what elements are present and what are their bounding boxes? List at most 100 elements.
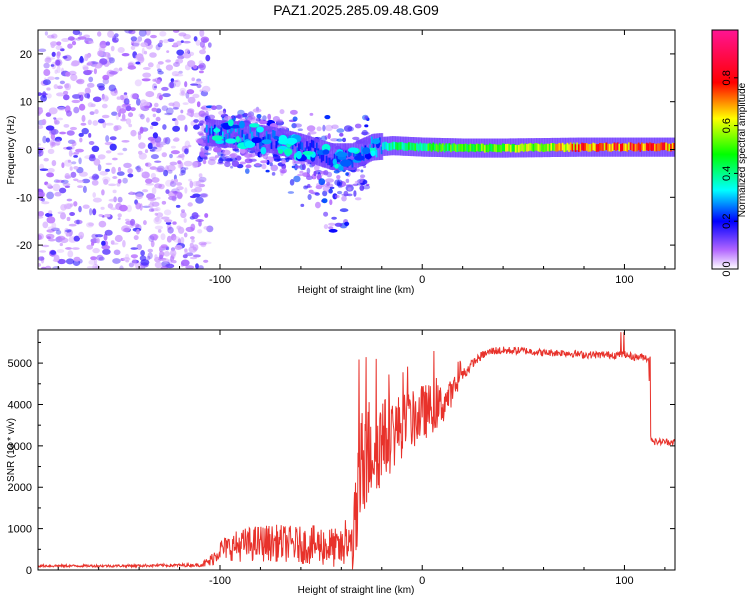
heatmap-cell <box>97 31 102 37</box>
heatmap-cell <box>307 146 311 154</box>
heatmap-cell <box>116 171 125 176</box>
heatmap-cell <box>307 194 312 200</box>
heatmap-cell <box>327 189 333 194</box>
heatmap-cell <box>41 244 50 248</box>
heatmap-cell <box>211 135 223 142</box>
heatmap-cell <box>140 113 145 120</box>
heatmap-cell <box>148 203 154 209</box>
heatmap-cell <box>493 144 497 152</box>
heatmap-cell <box>331 216 337 220</box>
heatmap-cell <box>345 172 349 176</box>
heatmap-cell <box>297 173 303 177</box>
heatmap-cell <box>256 126 264 133</box>
heatmap-cell <box>374 133 377 161</box>
heatmap-cell <box>142 72 152 78</box>
heatmap-cell <box>41 201 50 205</box>
heatmap-cell <box>524 143 528 151</box>
heatmap-cell <box>147 197 157 201</box>
heatmap-cell <box>73 201 78 207</box>
heatmap-cell <box>65 229 72 233</box>
heatmap-cell <box>64 175 72 179</box>
heatmap-cell <box>240 148 246 154</box>
heatmap-cell <box>249 125 253 134</box>
heatmap-cell <box>303 185 309 190</box>
heatmap-cell <box>260 125 264 152</box>
heatmap-cell <box>451 143 455 152</box>
heatmap-cell <box>198 241 207 246</box>
heatmap-cell <box>199 120 205 124</box>
heatmap-cell <box>552 143 555 151</box>
heatmap-cell <box>79 137 83 143</box>
heatmap-cell <box>70 171 77 178</box>
heatmap-cell <box>314 192 320 196</box>
heatmap-cell <box>136 228 140 235</box>
heatmap-cell <box>122 240 126 248</box>
heatmap-cell <box>50 64 55 67</box>
heatmap-cell <box>463 144 466 152</box>
heatmap-cell <box>595 144 599 152</box>
heatmap-cell <box>461 144 465 152</box>
colorbar-label: Normalized spectral amplitude <box>737 82 748 217</box>
heatmap-cell <box>76 219 80 225</box>
heatmap-cell <box>325 155 329 164</box>
heatmap-cell <box>654 143 657 152</box>
heatmap-cell <box>139 103 144 110</box>
heatmap-cell <box>366 183 370 187</box>
heatmap-cell <box>104 96 109 102</box>
heatmap-cell <box>45 125 55 131</box>
heatmap-cell <box>134 223 140 228</box>
heatmap-cell <box>99 58 108 65</box>
heatmap-cell <box>286 137 298 145</box>
heatmap-cell <box>77 185 84 189</box>
heatmap-cell <box>65 247 72 250</box>
heatmap-cell <box>231 115 235 119</box>
heatmap-cell <box>70 73 78 82</box>
heatmap-cell <box>117 111 121 118</box>
heatmap-cell <box>91 175 95 180</box>
heatmap-cell <box>406 143 409 151</box>
page-title: PAZ1.2025.285.09.48.G09 <box>273 2 439 18</box>
heatmap-cell <box>273 130 277 139</box>
heatmap-cell <box>323 224 329 230</box>
heatmap-cell <box>408 142 411 150</box>
heatmap-cell <box>67 250 74 258</box>
heatmap-cell <box>78 205 82 213</box>
heatmap-cell <box>513 144 516 152</box>
heatmap-cell <box>69 166 73 171</box>
heatmap-cell <box>469 143 473 152</box>
heatmap-cell <box>349 143 353 171</box>
heatmap-cell <box>136 244 142 250</box>
heatmap-cell <box>245 164 252 169</box>
heatmap-cell <box>56 51 61 57</box>
snr-x-axis-label: Height of straight line (km) <box>298 585 415 596</box>
heatmap-cell <box>584 143 587 151</box>
heatmap-cell <box>579 144 583 152</box>
heatmap-cell <box>259 141 262 149</box>
heatmap-cell <box>195 180 201 187</box>
heatmap-cell <box>251 131 254 140</box>
heatmap-cell <box>299 141 303 149</box>
heatmap-cell <box>261 139 272 145</box>
heatmap-cell <box>535 143 539 151</box>
heatmap-cell <box>239 121 243 149</box>
heatmap-cell <box>61 38 70 42</box>
heatmap-cell <box>177 160 182 165</box>
heatmap-cell <box>78 171 88 177</box>
heatmap-cell <box>142 189 149 193</box>
heatmap-cell <box>195 263 199 269</box>
heatmap-cell <box>670 143 673 152</box>
heatmap-cell <box>55 45 63 51</box>
heatmap-cell <box>122 147 128 152</box>
heatmap-cell <box>63 90 69 95</box>
heatmap-cell <box>378 137 382 145</box>
heatmap-cell <box>375 149 379 158</box>
heatmap-cell <box>136 165 142 173</box>
heatmap-cell <box>38 263 42 267</box>
heatmap-cell <box>618 143 621 152</box>
heatmap-cell <box>223 120 227 148</box>
heatmap-cell <box>637 142 641 151</box>
heatmap-cell <box>250 117 260 124</box>
heatmap-cell <box>112 189 117 194</box>
heatmap-cell <box>187 60 196 68</box>
heatmap-cell <box>82 204 90 209</box>
